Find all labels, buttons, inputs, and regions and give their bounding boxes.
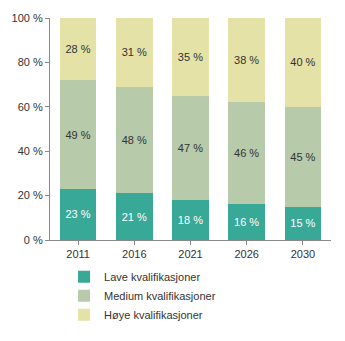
svg-text:31 %: 31 % [122, 46, 147, 58]
svg-text:80 %: 80 % [18, 56, 43, 68]
svg-text:Lave kvalifikasjoner: Lave kvalifikasjoner [104, 271, 200, 283]
svg-text:48 %: 48 % [122, 134, 147, 146]
svg-text:2030: 2030 [291, 248, 315, 260]
svg-text:0 %: 0 % [24, 234, 43, 246]
svg-text:35 %: 35 % [178, 51, 203, 63]
svg-text:2016: 2016 [122, 248, 146, 260]
svg-text:45 %: 45 % [290, 151, 315, 163]
svg-text:47 %: 47 % [178, 142, 203, 154]
svg-text:2021: 2021 [178, 248, 202, 260]
svg-text:49 %: 49 % [65, 129, 90, 141]
svg-text:23 %: 23 % [65, 208, 90, 220]
svg-text:38 %: 38 % [234, 54, 259, 66]
svg-text:40 %: 40 % [290, 56, 315, 68]
svg-text:40 %: 40 % [18, 145, 43, 157]
svg-text:Medium kvalifikasjoner: Medium kvalifikasjoner [104, 290, 216, 302]
svg-text:18 %: 18 % [178, 214, 203, 226]
svg-text:15 %: 15 % [290, 217, 315, 229]
svg-text:28 %: 28 % [65, 43, 90, 55]
svg-text:60 %: 60 % [18, 101, 43, 113]
svg-text:Høye kvalifikasjoner: Høye kvalifikasjoner [104, 309, 203, 321]
svg-text:2011: 2011 [66, 248, 90, 260]
svg-text:2026: 2026 [234, 248, 258, 260]
svg-text:100 %: 100 % [12, 12, 43, 24]
svg-text:16 %: 16 % [234, 216, 259, 228]
svg-text:46 %: 46 % [234, 147, 259, 159]
svg-text:20 %: 20 % [18, 189, 43, 201]
svg-text:21 %: 21 % [122, 211, 147, 223]
